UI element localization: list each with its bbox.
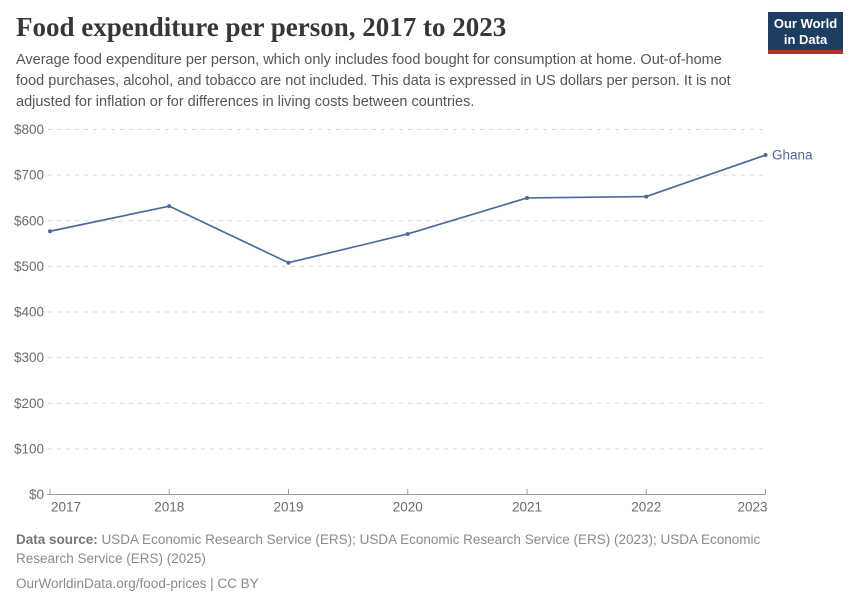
x-axis-label: 2017 (51, 500, 81, 515)
chart-footer: Data source: USDA Economic Research Serv… (16, 530, 764, 593)
chart-subtitle: Average food expenditure per person, whi… (16, 52, 731, 110)
data-point[interactable] (644, 194, 649, 199)
owid-logo-line2: in Data (783, 32, 828, 47)
owid-logo[interactable]: Our World in Data (768, 12, 843, 54)
data-point[interactable] (286, 260, 291, 265)
series-end-label[interactable]: Ghana (772, 148, 813, 163)
x-axis-label: 2023 (737, 500, 767, 515)
y-axis-label: $200 (14, 396, 44, 411)
data-point[interactable] (525, 195, 529, 200)
y-axis-label: $800 (14, 122, 44, 137)
y-axis-label: $400 (14, 305, 44, 320)
y-axis-label: $600 (14, 213, 44, 228)
x-axis-label: 2019 (273, 500, 303, 515)
data-point[interactable] (405, 231, 410, 236)
data-source-line: Data source: USDA Economic Research Serv… (16, 530, 764, 568)
data-source-label: Data source: (16, 532, 98, 547)
y-axis-label: $100 (14, 441, 44, 456)
y-axis-label: $0 (29, 487, 44, 502)
data-point[interactable] (167, 204, 172, 209)
data-source-list: USDA Economic Research Service (ERS); US… (16, 532, 761, 566)
chart-title: Food expenditure per person, 2017 to 202… (16, 12, 507, 42)
x-axis-label: 2022 (631, 500, 661, 515)
y-axis-label: $700 (14, 168, 44, 183)
x-axis-label: 2020 (393, 500, 423, 515)
data-point[interactable] (48, 229, 52, 234)
x-axis-label: 2021 (512, 500, 542, 515)
x-axis-label: 2018 (154, 500, 184, 515)
data-point[interactable] (763, 153, 768, 158)
y-axis-label: $500 (14, 259, 44, 274)
license-link[interactable]: OurWorldinData.org/food-prices | CC BY (16, 576, 259, 591)
owid-logo-line1: Our World (773, 16, 838, 31)
y-axis-label: $300 (14, 350, 44, 365)
series-line-ghana[interactable] (49, 154, 766, 264)
